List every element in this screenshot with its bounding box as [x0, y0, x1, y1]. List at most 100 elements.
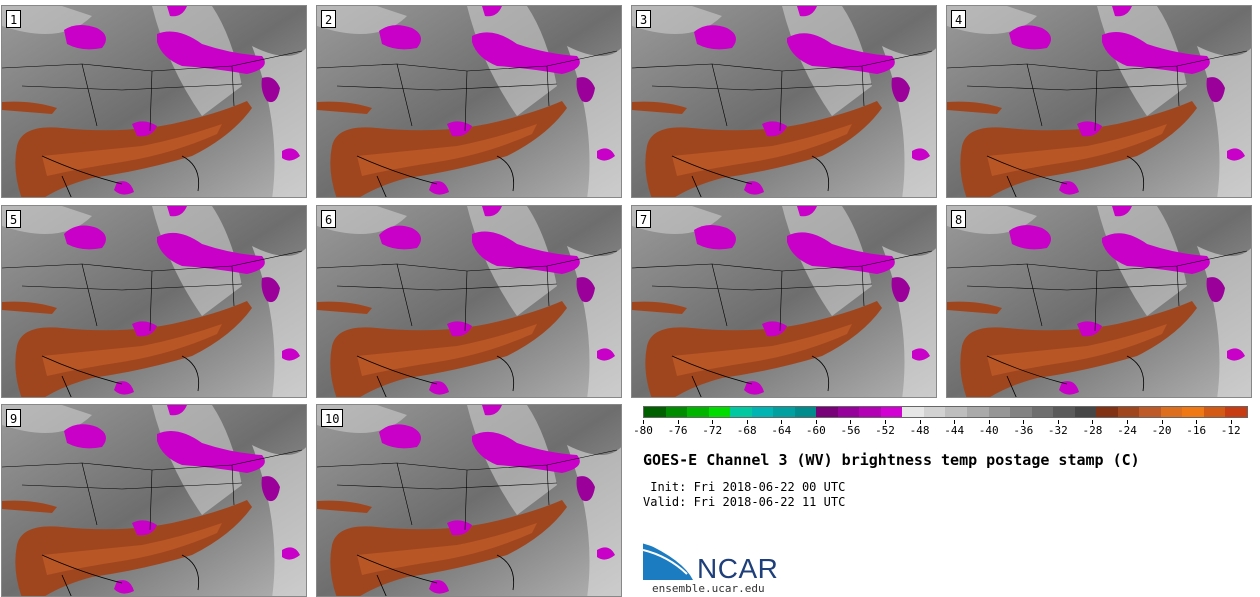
panel-number: 9 — [6, 409, 22, 427]
map-panel-1: 1 — [1, 5, 307, 198]
map-panel-10: 10 — [316, 404, 622, 597]
colorbar-swatch — [665, 407, 688, 417]
map-panel-3: 3 — [631, 5, 937, 198]
colorbar-swatch — [708, 407, 731, 417]
colorbar-tick-label: -20 — [1151, 424, 1172, 437]
colorbar-tick-label: -56 — [840, 424, 861, 437]
colorbar-swatch — [730, 407, 752, 417]
colorbar-tick — [643, 420, 644, 424]
map-panel-2: 2 — [316, 5, 622, 198]
site-url: ensemble.ucar.edu — [652, 582, 765, 595]
panel-number: 6 — [321, 210, 337, 228]
colorbar-swatch — [902, 407, 924, 417]
colorbar-swatch — [988, 407, 1011, 417]
map-panel-6: 6 — [316, 205, 622, 398]
colorbar-tick — [677, 420, 679, 424]
colorbar-tick — [1057, 420, 1059, 424]
colorbar-swatch — [794, 407, 817, 417]
water-vapor-map — [2, 206, 306, 397]
colorbar-swatch — [644, 407, 666, 417]
water-vapor-map — [947, 6, 1251, 197]
water-vapor-map — [632, 206, 936, 397]
colorbar-swatch — [1117, 407, 1140, 417]
colorbar-tick-label: -40 — [978, 424, 999, 437]
water-vapor-map — [2, 405, 306, 596]
ncar-logo-icon — [643, 540, 695, 580]
colorbar-tick — [1127, 420, 1128, 424]
colorbar-swatch — [837, 407, 860, 417]
panel-number: 3 — [636, 10, 652, 28]
colorbar-tick-label: -68 — [736, 424, 757, 437]
colorbar-tick-label: -12 — [1220, 424, 1241, 437]
colorbar-tick-label: -24 — [1117, 424, 1137, 437]
colorbar-swatch — [859, 407, 881, 417]
colorbar-tick-label: -60 — [805, 424, 826, 437]
colorbar-tick-label: -44 — [944, 424, 965, 437]
colorbar-tick-label: -52 — [875, 424, 895, 437]
colorbar-swatch — [1182, 407, 1204, 417]
colorbar-tick — [850, 420, 852, 424]
panel-number: 8 — [951, 210, 967, 228]
colorbar-swatch — [1203, 407, 1226, 417]
colorbar-swatch — [1096, 407, 1118, 417]
panel-number: 2 — [321, 10, 337, 28]
colorbar — [643, 406, 1248, 418]
panel-number: 1 — [6, 10, 22, 28]
colorbar-ticks: -80 -76 -72 -68 -64 -60 -56 -52 -48 -44 -40 -36 -32 -… — [633, 420, 1248, 440]
colorbar-tick-label: -32 — [1047, 424, 1068, 437]
water-vapor-map — [2, 6, 306, 197]
colorbar-swatch — [923, 407, 946, 417]
colorbar-tick-label: -64 — [771, 424, 792, 437]
colorbar-tick-label: -16 — [1186, 424, 1207, 437]
colorbar-swatch — [1031, 407, 1054, 417]
colorbar-swatch — [1010, 407, 1032, 417]
colorbar-tick — [954, 420, 956, 424]
colorbar-swatch — [1139, 407, 1161, 417]
colorbar-swatch — [1225, 407, 1247, 417]
colorbar-tick — [746, 420, 748, 424]
colorbar-swatch — [1160, 407, 1183, 417]
colorbar-swatch — [773, 407, 795, 417]
map-panel-9: 9 — [1, 404, 307, 597]
colorbar-tick — [815, 420, 817, 424]
colorbar-swatch — [966, 407, 989, 417]
colorbar-tick — [885, 420, 886, 424]
water-vapor-map — [947, 206, 1251, 397]
colorbar-tick — [1092, 420, 1094, 424]
colorbar-tick-label: -48 — [909, 424, 930, 437]
water-vapor-map — [632, 6, 936, 197]
map-panel-4: 4 — [946, 5, 1252, 198]
water-vapor-map — [317, 6, 621, 197]
colorbar-swatch — [880, 407, 903, 417]
colorbar-swatch — [945, 407, 967, 417]
colorbar-tick-label: -28 — [1082, 424, 1103, 437]
map-panel-7: 7 — [631, 205, 937, 398]
colorbar-swatch — [1074, 407, 1097, 417]
colorbar-tick-label: -36 — [1013, 424, 1034, 437]
colorbar-tick — [988, 420, 990, 424]
panel-number: 10 — [321, 409, 344, 427]
colorbar-swatch — [687, 407, 709, 417]
panel-number: 4 — [951, 10, 967, 28]
panel-number: 7 — [636, 210, 652, 228]
water-vapor-map — [317, 206, 621, 397]
colorbar-tick — [781, 420, 783, 424]
colorbar-tick — [712, 420, 714, 424]
colorbar-swatch — [1053, 407, 1075, 417]
colorbar-tick-label: -76 — [667, 424, 688, 437]
colorbar-tick — [1196, 420, 1198, 424]
map-panel-8: 8 — [946, 205, 1252, 398]
colorbar-tick-label: -72 — [702, 424, 723, 437]
colorbar-tick — [919, 420, 921, 424]
colorbar-tick — [1230, 420, 1232, 424]
colorbar-tick — [1023, 420, 1025, 424]
ncar-logo-text: NCAR — [697, 553, 779, 584]
colorbar-tick — [1161, 420, 1163, 424]
init-time: Init: Fri 2018-06-22 00 UTC — [643, 480, 846, 494]
map-panel-5: 5 — [1, 205, 307, 398]
valid-time: Valid: Fri 2018-06-22 11 UTC — [643, 495, 846, 509]
figure-title: GOES-E Channel 3 (WV) brightness temp po… — [643, 451, 1140, 469]
colorbar-swatch — [751, 407, 774, 417]
water-vapor-map — [317, 405, 621, 596]
colorbar-tick-label: -80 — [633, 424, 653, 437]
